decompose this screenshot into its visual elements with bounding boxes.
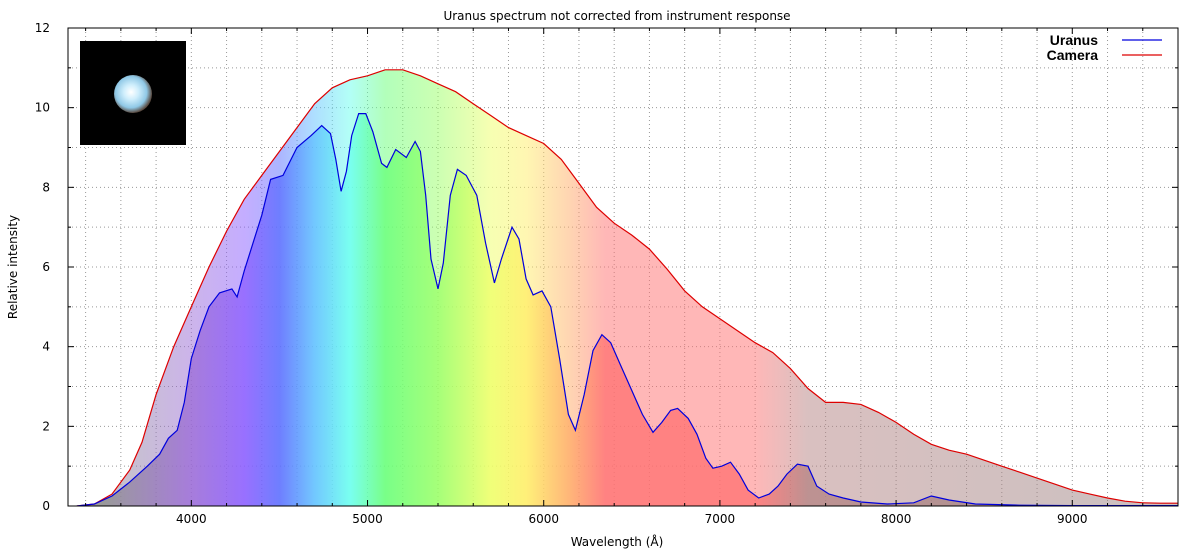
x-tick-label: 5000 <box>352 512 383 526</box>
x-tick-label: 8000 <box>881 512 912 526</box>
x-axis-label: Wavelength (Å) <box>571 534 664 549</box>
uranus-planet-image <box>114 75 152 113</box>
camera-series-line <box>76 69 1178 506</box>
y-tick-label: 4 <box>42 340 50 354</box>
y-tick-label: 6 <box>42 260 50 274</box>
chart-title: Uranus spectrum not corrected from instr… <box>443 9 790 23</box>
y-tick-label: 2 <box>42 419 50 433</box>
x-tick-label: 6000 <box>528 512 559 526</box>
x-tick-label: 4000 <box>176 512 207 526</box>
legend-label-camera: Camera <box>1047 47 1099 63</box>
y-axis-label: Relative intensity <box>6 215 20 319</box>
uranus-series-line <box>76 113 1178 506</box>
y-tick-label: 10 <box>35 101 50 115</box>
y-tick-label: 12 <box>35 21 50 35</box>
y-tick-label: 8 <box>42 180 50 194</box>
y-tick-label: 0 <box>42 499 50 513</box>
uranus-area-fill <box>76 113 1178 506</box>
x-tick-label: 7000 <box>705 512 736 526</box>
x-tick-label: 9000 <box>1057 512 1088 526</box>
inset-image <box>80 41 186 145</box>
axis-ticks: 4000 5000 6000 7000 8000 9000 0 2 4 6 8 10 12 <box>35 21 1179 526</box>
legend-label-uranus: Uranus <box>1050 32 1098 48</box>
